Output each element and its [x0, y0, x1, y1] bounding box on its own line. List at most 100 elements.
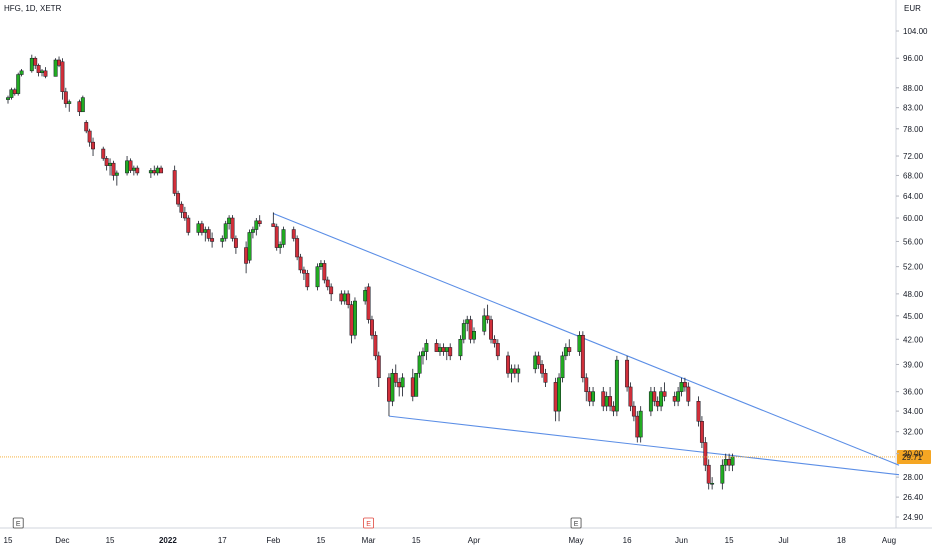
candle: [128, 158, 133, 173]
candle-body-up: [9, 89, 14, 98]
earnings-event-marker[interactable]: E: [363, 517, 374, 529]
candle: [444, 347, 449, 361]
candle-body-up: [250, 229, 255, 233]
candle: [482, 308, 487, 336]
candle: [196, 220, 201, 236]
candle-body-up: [444, 347, 449, 352]
trendline-lower[interactable]: [388, 415, 900, 476]
trendlines[interactable]: [273, 212, 900, 476]
candle: [6, 95, 10, 104]
candle: [370, 315, 374, 340]
candle-body-up: [53, 59, 58, 77]
earnings-event-box: [12, 517, 24, 529]
candle: [271, 212, 276, 227]
candle-body-up: [424, 343, 429, 352]
candle: [325, 276, 330, 291]
price-axis[interactable]: 104.00 96.00 88.00 83.00 78.00 72.00 68.00 64.0…: [896, 27, 928, 522]
x-tick-label: 15: [725, 536, 734, 545]
candle: [601, 386, 606, 412]
candle: [509, 364, 514, 383]
candle-body-down: [322, 263, 327, 281]
candle-body-up: [19, 70, 24, 75]
candle: [468, 315, 473, 344]
earnings-event-marker[interactable]: E: [570, 517, 582, 529]
candle-body-down: [60, 61, 65, 92]
trendline-upper[interactable]: [273, 212, 900, 466]
candle-body-down: [329, 286, 334, 295]
candle-body-up: [125, 160, 130, 174]
candle-body-up: [659, 391, 664, 407]
candle: [567, 339, 572, 356]
candle: [655, 396, 660, 412]
candle: [101, 146, 106, 161]
y-tick-label: 30.00: [903, 450, 924, 459]
candle: [614, 355, 619, 417]
candle: [400, 373, 405, 397]
candle-body-up: [318, 263, 323, 267]
candle-body-down: [210, 238, 215, 242]
candle: [631, 401, 636, 422]
x-tick-label: 17: [218, 536, 227, 545]
candle-body-down: [325, 279, 330, 288]
candle: [710, 477, 715, 490]
y-tick-label: 56.00: [903, 237, 924, 246]
candle: [584, 373, 589, 402]
candle: [257, 215, 262, 227]
candle-body-up: [342, 293, 347, 302]
candle-body-down: [655, 400, 660, 407]
time-axis[interactable]: 15 Dec 15 2022 17 Feb 15 Mar 15 Apr May 16 Jun 15 Jul 1…: [4, 536, 897, 545]
candle: [247, 229, 252, 264]
candle: [53, 58, 58, 77]
candle-body-down: [611, 405, 616, 412]
candle-body-down: [339, 293, 344, 302]
candle-body-down: [159, 167, 164, 174]
candle: [492, 335, 497, 348]
y-tick-label: 34.00: [903, 407, 924, 416]
candle: [393, 364, 398, 387]
y-tick-label: 64.00: [903, 192, 924, 201]
candle: [662, 382, 667, 402]
x-tick-label: 15: [412, 536, 421, 545]
x-tick-label: 15: [106, 536, 115, 545]
y-tick-label: 26.40: [903, 493, 924, 502]
candle-body-down: [489, 319, 493, 340]
candle-body-up: [720, 464, 725, 484]
candle-body-down: [492, 339, 497, 344]
candle: [727, 453, 732, 472]
candle-body-up: [155, 167, 160, 174]
candle: [723, 453, 728, 472]
candle-body-down: [387, 377, 391, 402]
candle-body-up: [730, 456, 735, 466]
y-tick-label: 83.00: [903, 104, 924, 113]
candle: [363, 286, 368, 305]
candle-body-up: [220, 238, 225, 242]
candle: [485, 304, 490, 324]
candle-body-down: [393, 373, 398, 383]
candle-body-down: [257, 220, 262, 224]
candle: [608, 386, 613, 412]
candle: [230, 215, 235, 242]
candle-body-down: [696, 400, 701, 422]
earnings-event-box: [363, 517, 374, 529]
candle-body-down: [172, 170, 177, 194]
last-price-tag: [897, 449, 931, 464]
candle-body-up: [400, 377, 405, 388]
candle: [322, 260, 327, 284]
candle-body-down: [448, 347, 453, 357]
candle-body-up: [108, 162, 112, 166]
earnings-event-marker[interactable]: E: [12, 517, 24, 529]
candle: [577, 331, 582, 356]
candle-body-down: [91, 141, 95, 150]
candle-body-up: [40, 70, 44, 73]
candle: [295, 235, 300, 261]
x-tick-label: 15: [4, 536, 13, 545]
candle-body-up: [438, 347, 442, 352]
candle: [434, 339, 439, 352]
candle-body-up: [254, 220, 259, 230]
currency-label: EUR: [904, 4, 921, 13]
candle: [254, 218, 259, 236]
candle: [591, 386, 596, 407]
y-tick-label: 24.90: [903, 513, 924, 522]
